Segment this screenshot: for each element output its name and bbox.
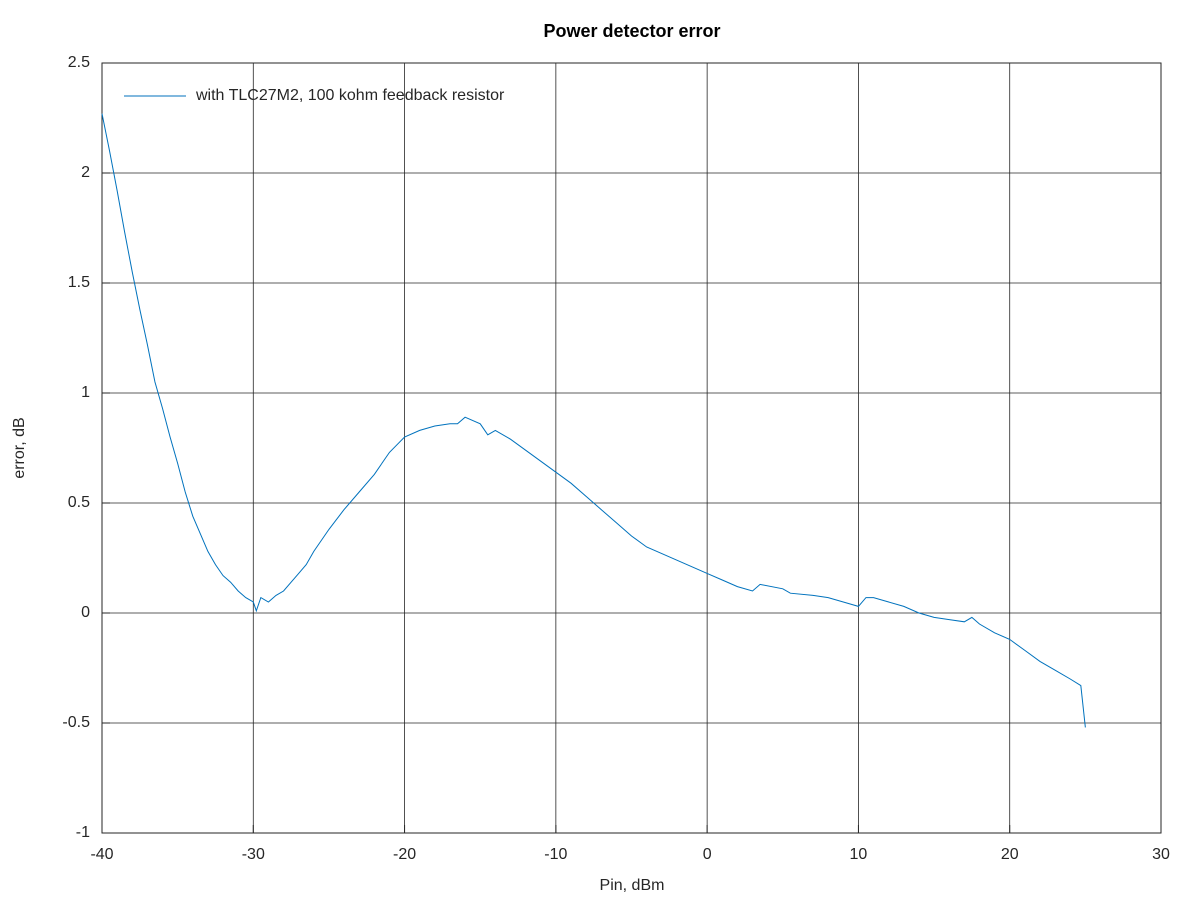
- data-line: [101, 113, 1086, 728]
- legend-label: with TLC27M2, 100 kohm feedback resistor: [195, 87, 505, 104]
- y-tick-label: 0: [81, 604, 90, 621]
- y-tick-label: -1: [76, 824, 90, 841]
- plot-frame: [101, 62, 1162, 834]
- x-tick-label: -10: [544, 846, 567, 863]
- y-axis-label: error, dB: [11, 417, 28, 478]
- y-tick-label: 1.5: [68, 274, 90, 291]
- x-tick-label: 30: [1152, 846, 1170, 863]
- x-tick-label: 20: [1001, 846, 1019, 863]
- y-tick-label: -0.5: [62, 714, 90, 731]
- y-tick-label: 0.5: [68, 494, 90, 511]
- x-tick-label: 0: [703, 846, 712, 863]
- x-tick-label: -20: [393, 846, 416, 863]
- x-tick-label: 10: [850, 846, 868, 863]
- x-tick-label: -40: [90, 846, 113, 863]
- x-tick-label: -30: [242, 846, 265, 863]
- y-tick-label: 2: [81, 164, 90, 181]
- y-tick-label: 2.5: [68, 54, 90, 71]
- y-tick-label: 1: [81, 384, 90, 401]
- chart-title: Power detector error: [543, 21, 720, 41]
- x-axis-label: Pin, dBm: [600, 877, 665, 894]
